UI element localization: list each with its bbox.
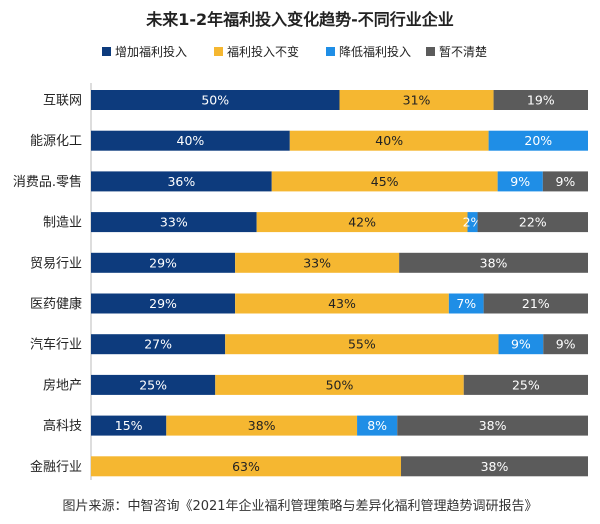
data-label: 29% <box>149 255 177 270</box>
data-label: 9% <box>555 174 575 189</box>
bar-segment <box>488 130 588 151</box>
data-label: 43% <box>328 296 356 311</box>
data-label: 22% <box>519 215 547 230</box>
data-label: 7% <box>456 296 476 311</box>
bar-segment <box>493 90 588 110</box>
bar-segment <box>91 415 167 436</box>
bar-segment <box>91 90 340 110</box>
data-label: 55% <box>348 337 376 352</box>
bar-segment <box>401 456 588 477</box>
category-label: 制造业 <box>43 216 82 231</box>
legend-swatch <box>426 47 435 56</box>
data-label: 38% <box>480 255 508 270</box>
data-label: 29% <box>149 296 177 311</box>
bar-segment <box>235 293 449 314</box>
bar-segment <box>339 90 494 110</box>
data-label: 9% <box>511 337 531 352</box>
plot-area: 互联网 50% 31% 19% 能源化工 40% 40% 20% 消费品.零售 36% 45% 9% 9… <box>13 90 588 477</box>
bar-segment <box>477 212 588 233</box>
data-label: 9% <box>510 174 530 189</box>
bar-segment <box>542 171 588 192</box>
data-label: 36% <box>167 174 195 189</box>
bar-segment <box>271 171 498 192</box>
category-label: 贸易行业 <box>30 256 82 271</box>
bar-segment <box>91 293 236 314</box>
legend: 增加福利投入 福利投入不变 降低福利投入 暂不清楚 <box>102 44 487 59</box>
bar-segment <box>91 252 236 273</box>
source-note: 图片来源：中智咨询《2021年企业福利管理策略与差异化福利管理趋势调研报告》 <box>62 498 537 514</box>
bar-segment <box>463 374 588 395</box>
data-label: 38% <box>479 418 507 433</box>
category-label: 房地产 <box>43 377 82 393</box>
chart-title: 未来1-2年福利投入变化趋势-不同行业企业 <box>145 10 454 29</box>
bar-segment <box>91 456 402 477</box>
bar-segment <box>256 212 468 233</box>
data-label: 50% <box>326 377 354 392</box>
data-label: 50% <box>201 93 229 108</box>
category-label: 汽车行业 <box>30 337 82 353</box>
category-label: 互联网 <box>43 94 82 109</box>
data-label: 19% <box>527 93 555 108</box>
bar-segment <box>448 293 484 314</box>
data-label: 45% <box>371 174 399 189</box>
bar-segment <box>91 334 226 355</box>
legend-swatch <box>214 47 223 56</box>
data-label: 63% <box>232 459 260 474</box>
bar-segment <box>397 415 588 436</box>
data-label: 38% <box>481 459 509 474</box>
bar-segment <box>91 212 257 233</box>
category-label: 能源化工 <box>30 134 82 149</box>
bar-segment <box>467 212 478 233</box>
data-label: 8% <box>367 418 387 433</box>
bar-segment <box>357 415 398 436</box>
data-label: 25% <box>512 377 540 392</box>
legend-swatch <box>102 47 111 56</box>
bar-segment <box>225 334 499 355</box>
data-label: 15% <box>115 418 143 433</box>
bar-segment <box>215 374 464 395</box>
bar-segment <box>91 130 290 151</box>
data-label: 31% <box>403 93 431 108</box>
data-label: 27% <box>144 337 172 352</box>
category-label: 医药健康 <box>30 296 82 312</box>
data-label: 20% <box>524 133 552 148</box>
data-label: 33% <box>303 255 331 270</box>
data-label: 38% <box>248 418 276 433</box>
bar-segment <box>543 334 588 355</box>
data-label: 25% <box>139 377 167 392</box>
bar-segment <box>91 171 272 192</box>
bar-segment <box>166 415 358 436</box>
bar-segment <box>497 171 543 192</box>
category-label: 金融行业 <box>30 459 82 475</box>
bar-segment <box>498 334 544 355</box>
data-label: 21% <box>522 296 550 311</box>
bar-segment <box>399 252 588 273</box>
data-label: 40% <box>177 133 205 148</box>
data-label: 42% <box>348 215 376 230</box>
data-label: 40% <box>375 133 403 148</box>
category-label: 消费品.零售 <box>13 174 82 190</box>
data-label: 33% <box>160 215 188 230</box>
legend-label: 增加福利投入 <box>115 44 187 59</box>
legend-swatch <box>326 47 335 56</box>
category-label: 高科技 <box>43 418 82 434</box>
bar-segment <box>289 130 489 151</box>
legend-label: 福利投入不变 <box>227 44 299 59</box>
legend-label: 降低福利投入 <box>339 44 411 59</box>
bar-segment <box>235 252 400 273</box>
data-label: 9% <box>556 337 576 352</box>
legend-label: 暂不清楚 <box>439 45 487 59</box>
bar-segment <box>483 293 588 314</box>
bar-segment <box>91 374 216 395</box>
